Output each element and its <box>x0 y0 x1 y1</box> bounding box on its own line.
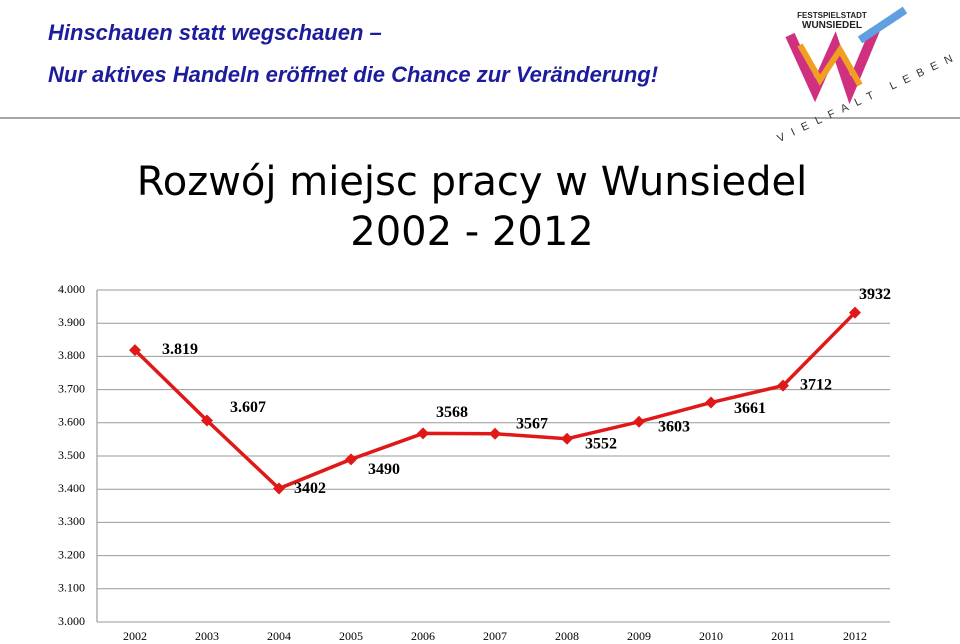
marker <box>345 453 357 466</box>
value-label: 3.607 <box>230 399 266 416</box>
x-tick-label: 2003 <box>195 629 219 643</box>
marker <box>705 396 717 409</box>
marker <box>489 427 501 440</box>
value-label: 3932 <box>859 286 891 303</box>
marker <box>201 414 213 427</box>
value-label: 3603 <box>658 418 690 435</box>
value-label: 3568 <box>436 404 468 421</box>
x-tick-label: 2002 <box>123 629 147 643</box>
y-tick-label: 3.500 <box>58 448 85 462</box>
logo-mark <box>785 28 880 105</box>
value-label: 3.819 <box>162 341 198 358</box>
header-line: Hinschauen statt wegschauen – <box>48 20 382 45</box>
y-tick-label: 3.400 <box>58 481 85 495</box>
y-tick-label: 4.000 <box>58 282 85 296</box>
x-tick-label: 2007 <box>483 629 507 643</box>
marker <box>417 427 429 440</box>
logo-mark <box>797 43 863 87</box>
value-label: 3552 <box>585 435 617 452</box>
y-tick-label: 3.000 <box>58 614 85 628</box>
value-label: 3402 <box>294 480 326 497</box>
x-tick-label: 2009 <box>627 629 651 643</box>
logo: FESTSPIELSTADT WUNSIEDEL VIELFALT LEBEN <box>775 6 960 145</box>
x-tick-label: 2008 <box>555 629 579 643</box>
marker <box>777 379 789 392</box>
y-tick-label: 3.800 <box>58 348 85 362</box>
y-tick-label: 3.100 <box>58 581 85 595</box>
value-label: 3490 <box>368 461 400 478</box>
logo-text: WUNSIEDEL <box>802 20 862 31</box>
marker <box>273 482 285 495</box>
value-label: 3712 <box>800 376 832 393</box>
x-tick-label: 2010 <box>699 629 723 643</box>
x-tick-label: 2005 <box>339 629 363 643</box>
x-tick-label: 2004 <box>267 629 291 643</box>
x-tick-label: 2012 <box>843 629 867 643</box>
marker <box>561 432 573 445</box>
x-tick-label: 2011 <box>771 629 795 643</box>
marker <box>129 344 141 357</box>
y-tick-label: 3.900 <box>58 315 85 329</box>
y-tick-label: 3.600 <box>58 415 85 429</box>
marker <box>849 306 861 319</box>
y-tick-label: 3.300 <box>58 514 85 528</box>
x-tick-label: 2006 <box>411 629 435 643</box>
y-tick-label: 3.700 <box>58 381 85 395</box>
header-line: Nur aktives Handeln eröffnet die Chance … <box>48 62 658 87</box>
value-label: 3661 <box>734 400 766 417</box>
marker <box>633 415 645 428</box>
chart-title: Rozwój miejsc pracy w Wunsiedel <box>137 159 808 205</box>
y-tick-label: 3.200 <box>58 547 85 561</box>
chart-subtitle: 2002 - 2012 <box>350 209 593 255</box>
logo-mark <box>857 6 908 44</box>
logo-text: FESTSPIELSTADT <box>797 11 867 20</box>
value-label: 3567 <box>516 415 548 432</box>
